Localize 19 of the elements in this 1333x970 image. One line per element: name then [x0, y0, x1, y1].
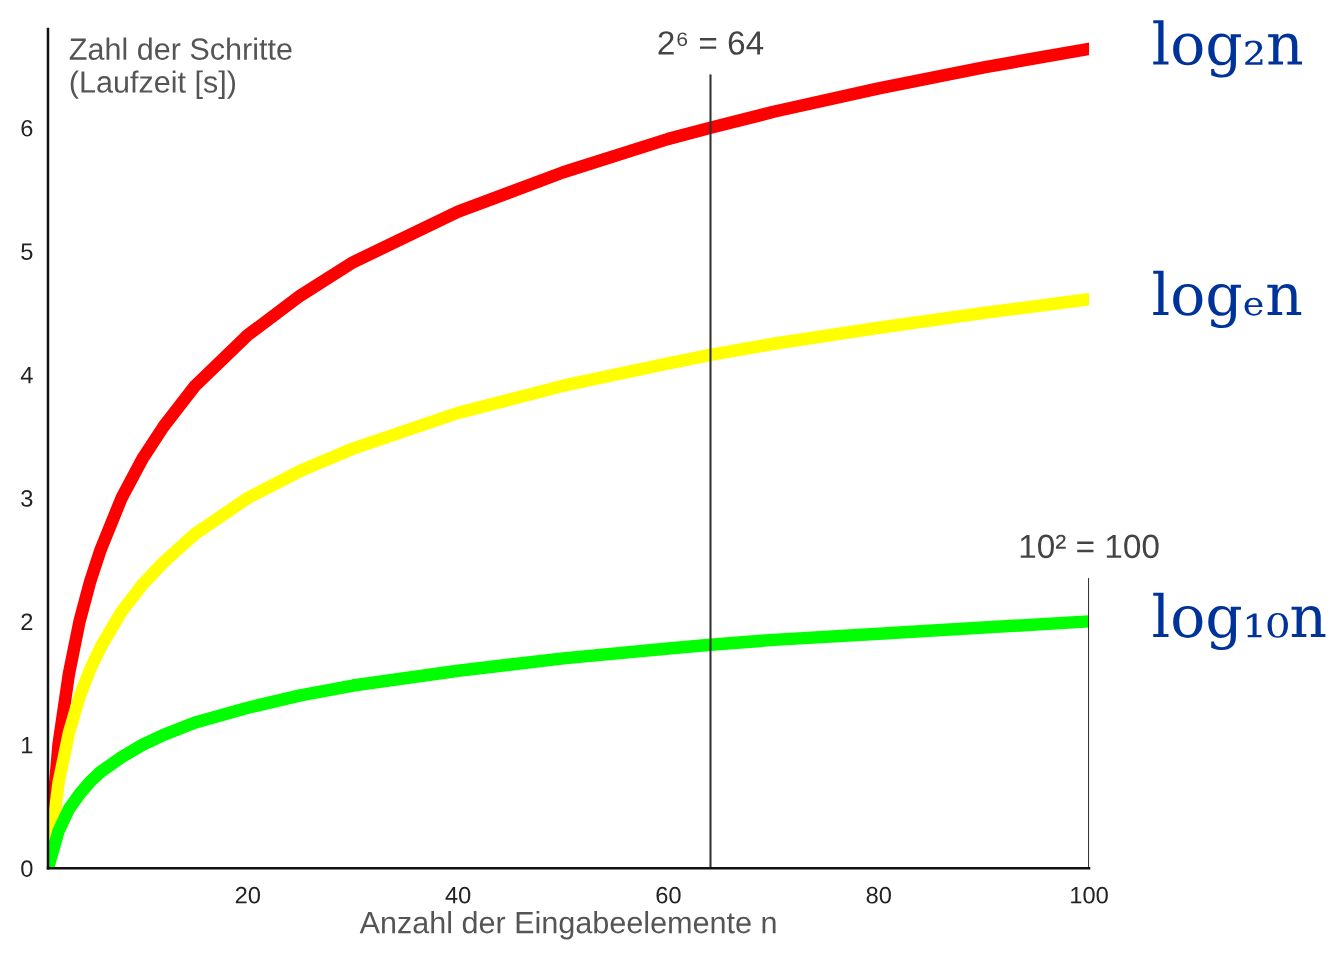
y-axis-title: Zahl der Schritte (Laufzeit [s]) [69, 37, 292, 99]
y-tick-label: 6 [21, 119, 33, 137]
y-tick-label: 4 [20, 366, 33, 384]
x-tick-label: 100 [1071, 886, 1108, 904]
series-label: logₑn [1153, 270, 1302, 328]
y-tick-label: 1 [22, 737, 33, 754]
x-tick-label: 60 [656, 886, 681, 904]
y-tick-label: 5 [21, 243, 33, 260]
x-axis-title: Anzahl der Eingabeelemente n [359, 910, 776, 940]
ref-line-label: 10² = 100 [1020, 534, 1159, 559]
y-tick-label: 2 [21, 613, 33, 630]
x-tick-label: 20 [235, 886, 260, 904]
x-tick-label: 80 [866, 886, 891, 904]
series-label: log₁₀n [1153, 592, 1326, 651]
series-label: log₂n [1153, 20, 1303, 78]
y-tick-label: 3 [21, 490, 33, 507]
x-tick-label: 40 [445, 886, 471, 904]
y-tick-label: 0 [21, 860, 33, 877]
ref-line-label: 2⁶ = 64 [658, 31, 764, 55]
